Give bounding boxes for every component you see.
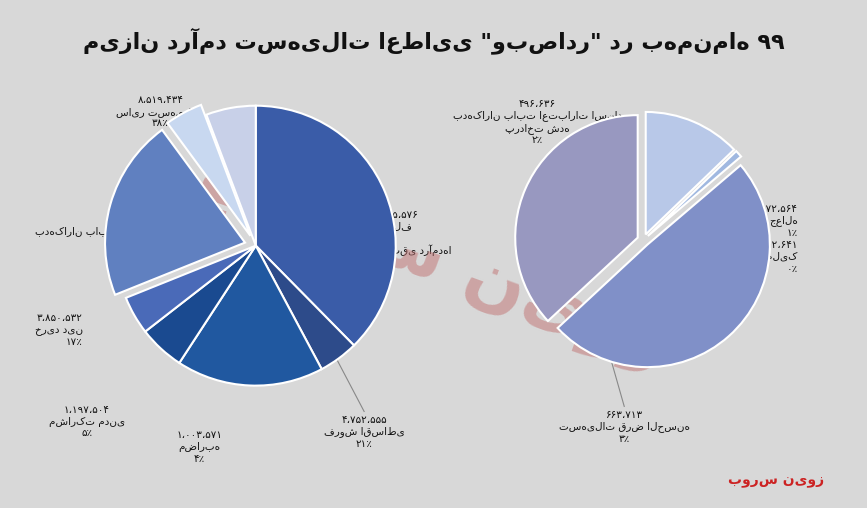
Text: ۹۸۵،۵۷۶
سلف
۴٪
مابقی درآمدها
۶٪: ۹۸۵،۵۷۶ سلف ۴٪ مابقی درآمدها ۶٪ [381,210,452,268]
Text: ۴،۷۵۲،۵۵۵
فروش اقساطی
۲۱٪: ۴،۷۵۲،۵۵۵ فروش اقساطی ۲۱٪ [323,415,405,449]
Text: ۱،۰۳۵،۱۱۸
بدهکاران بابت ضمانت نامه های
پرداخت شده
۵٪: ۱،۰۳۵،۱۱۸ بدهکاران بابت ضمانت نامه های پ… [35,216,205,262]
Wedge shape [557,165,770,367]
Wedge shape [256,106,395,345]
Wedge shape [126,246,256,332]
Wedge shape [648,151,741,236]
Text: بورس نیوز: بورس نیوز [727,473,824,488]
Text: ۱۷۲،۵۶۴
جعاله
۱٪
۱۲،۶۴۱
اجاره به شرط تملیک
۰٪: ۱۷۲،۵۶۴ جعاله ۱٪ ۱۲،۶۴۱ اجاره به شرط تمل… [681,204,798,274]
Wedge shape [179,246,322,386]
Wedge shape [105,130,245,295]
Wedge shape [646,112,734,235]
Text: میزان درآمد تسهیلات اعطایی "وبصادر" در بهمن‌ماه ۹۹: میزان درآمد تسهیلات اعطایی "وبصادر" در ب… [82,27,785,54]
Wedge shape [256,246,354,369]
Text: ۱،۱۹۷،۵۰۴
مشارکت مدنی
۵٪: ۱،۱۹۷،۵۰۴ مشارکت مدنی ۵٪ [49,405,125,438]
Text: بورس نیوز: بورس نیوز [187,146,680,382]
Wedge shape [167,105,251,236]
Wedge shape [146,246,256,363]
Wedge shape [515,115,638,321]
Wedge shape [206,106,256,246]
Text: ۴۹۶،۶۳۶
بدهکاران بابت اعتبارات اسناد
پرداخت شده
۲٪: ۴۹۶،۶۳۶ بدهکاران بابت اعتبارات اسناد پرد… [453,99,623,145]
Text: ۶۶۳،۷۱۳
تسهیلات قرض الحسنه
۳٪: ۶۶۳،۷۱۳ تسهیلات قرض الحسنه ۳٪ [558,409,690,444]
Text: ۸،۵۱۹،۴۳۴
سایر تسهیلات
۳۸٪: ۸،۵۱۹،۴۳۴ سایر تسهیلات ۳۸٪ [116,95,205,129]
Text: ۱،۰۰۳،۵۷۱
مضاربه
۴٪: ۱،۰۰۳،۵۷۱ مضاربه ۴٪ [176,430,223,464]
Text: ۳،۸۵۰،۵۳۲
خرید دین
۱۷٪: ۳،۸۵۰،۵۳۲ خرید دین ۱۷٪ [35,313,83,347]
